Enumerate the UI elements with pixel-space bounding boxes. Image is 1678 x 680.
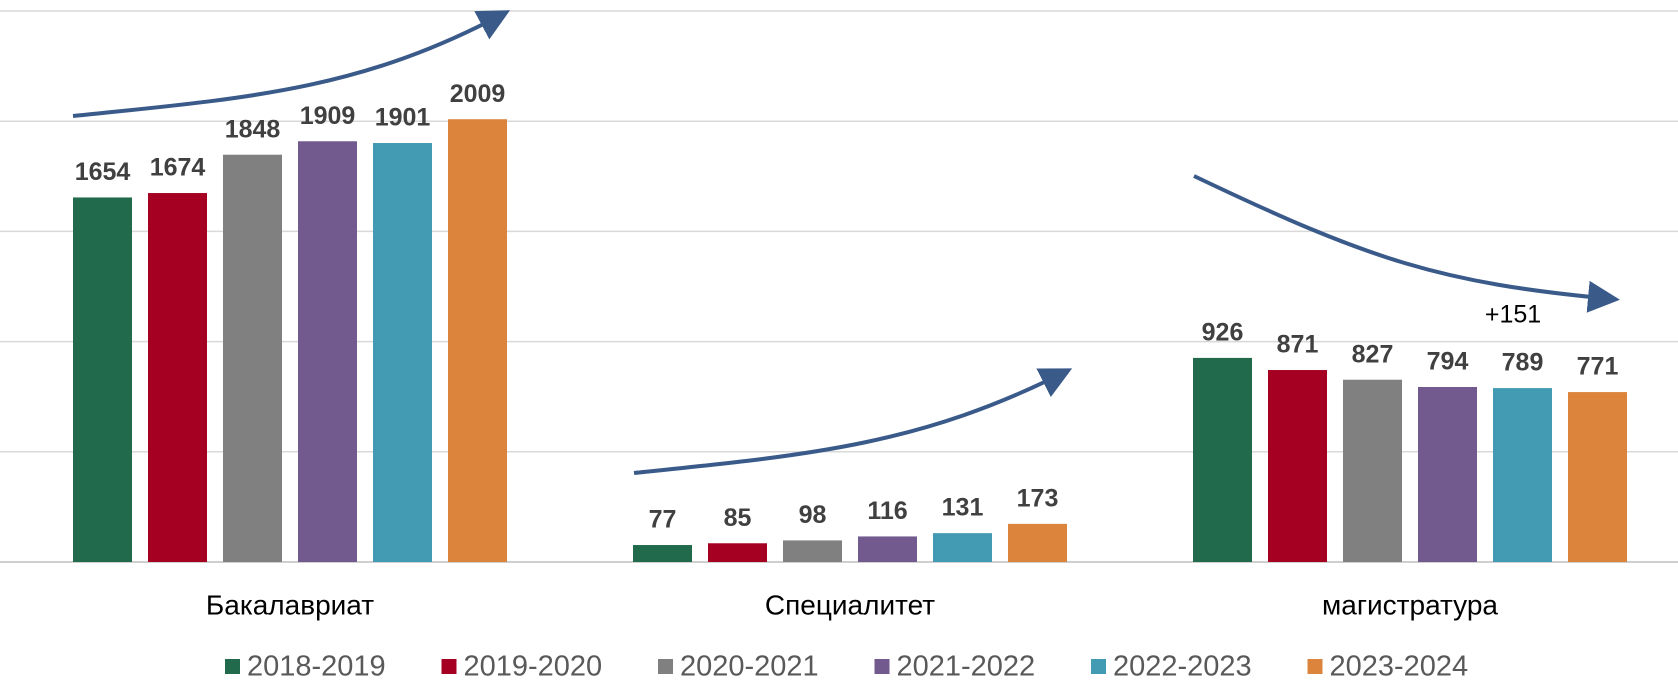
data-label: 1848: [225, 115, 281, 143]
x-tick-label: магистратура: [1322, 589, 1498, 620]
data-label: 173: [1017, 484, 1059, 512]
legend-swatch: [1307, 659, 1323, 674]
bar: [1008, 523, 1067, 562]
data-label: 2009: [450, 80, 506, 108]
trend-arrow: [72, 10, 511, 118]
bar: [448, 119, 507, 562]
data-label: 1654: [75, 158, 131, 186]
bar: [1343, 379, 1402, 562]
x-tick-label: Бакалавриат: [206, 589, 374, 620]
data-label: 794: [1427, 348, 1469, 376]
bar: [1493, 388, 1552, 562]
data-label: 131: [942, 494, 984, 522]
data-label: 926: [1202, 319, 1244, 347]
data-label: 1674: [150, 154, 206, 182]
data-label: 116: [867, 497, 907, 525]
bar: [298, 141, 357, 562]
data-label: 789: [1502, 349, 1544, 377]
bar: [1418, 387, 1477, 562]
legend-swatch: [225, 659, 240, 674]
bar: [1193, 357, 1252, 562]
legend-label: 2019-2020: [464, 651, 603, 680]
legend-label: 2020-2021: [680, 651, 819, 680]
bar: [1268, 370, 1327, 562]
bar: [1568, 392, 1627, 562]
legend-label: 2021-2022: [897, 651, 1036, 680]
legend-label: 2018-2019: [247, 651, 386, 680]
bar: [633, 545, 692, 562]
data-label: 1901: [375, 104, 431, 132]
bar: [708, 543, 767, 562]
data-label: 98: [799, 501, 827, 529]
x-tick-label: Специалитет: [765, 589, 935, 620]
bar: [73, 197, 132, 562]
data-label: 871: [1277, 331, 1319, 359]
legend-swatch: [441, 659, 457, 674]
bar: [933, 533, 992, 562]
trend-arrow: [1193, 174, 1620, 313]
legend-label: 2023-2024: [1330, 651, 1469, 680]
bar: [373, 143, 432, 563]
bars: [73, 119, 1627, 563]
bar: [783, 540, 842, 562]
data-label: 77: [649, 506, 677, 534]
legend-label: 2022-2023: [1113, 651, 1252, 680]
data-label: 1909: [300, 102, 356, 130]
bar: [858, 536, 917, 562]
data-label: 771: [1577, 353, 1619, 381]
data-label: 85: [724, 504, 752, 532]
bar: [148, 193, 207, 562]
bar: [223, 154, 282, 562]
legend-swatch: [658, 659, 673, 674]
trend-arrow: [633, 368, 1073, 475]
legend-swatch: [1091, 659, 1106, 674]
data-label: 827: [1352, 340, 1394, 368]
annotation: +151: [1485, 301, 1541, 329]
legend-swatch: [874, 659, 890, 674]
